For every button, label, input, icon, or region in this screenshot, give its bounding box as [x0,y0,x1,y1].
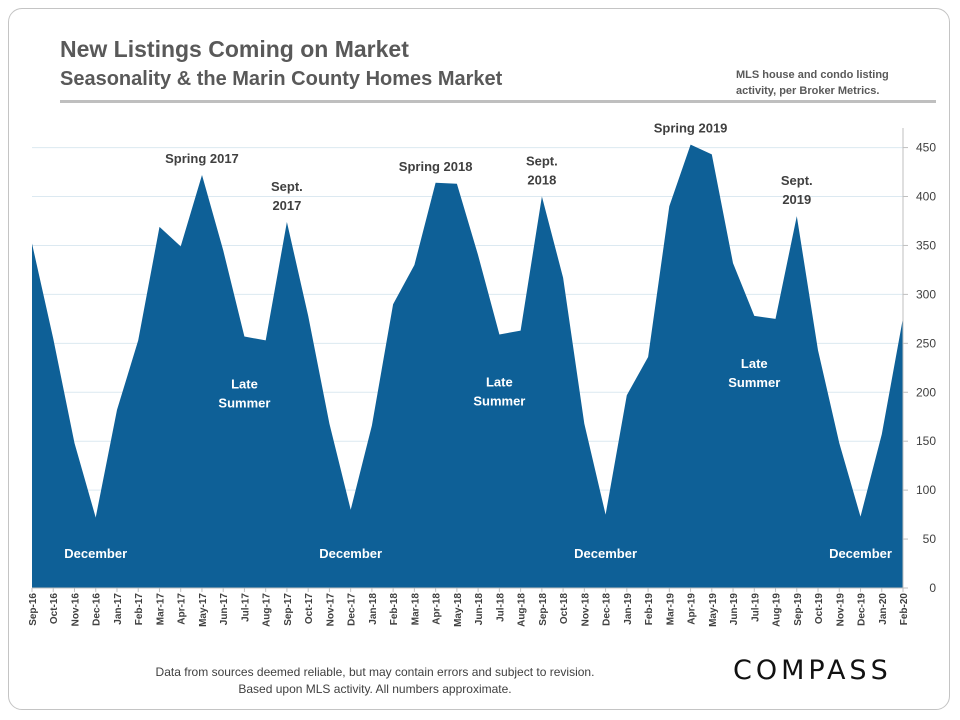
x-tick-label: Aug-19 [772,593,783,627]
annotation-label: Sept. 2018 [526,154,558,188]
x-tick-label: Apr-18 [432,593,443,625]
x-tick-label: May-19 [708,593,719,627]
x-tick-label: Aug-17 [262,593,273,627]
x-tick-label: Jan-17 [113,593,124,625]
x-tick-label: Sep-17 [283,593,294,626]
y-tick-label: 350 [916,238,936,252]
y-tick-label: 150 [916,434,936,448]
x-tick-label: Jan-18 [368,593,379,625]
x-tick-label: May-18 [453,593,464,627]
x-tick-label: Nov-19 [835,593,846,627]
x-tick-label: Dec-19 [857,593,868,626]
x-tick-label: Dec-16 [92,593,103,626]
y-tick-label: 200 [916,385,936,399]
x-tick-label: Aug-18 [517,593,528,627]
annotation-label: Late Summer [473,375,525,409]
x-tick-label: Nov-16 [70,593,81,627]
compass-logo: COMPASS [733,655,892,686]
listings-area [32,144,903,588]
x-tick-label: Oct-16 [49,593,60,625]
title-divider [60,100,936,103]
annotation-label: December [319,546,382,561]
x-tick-label: Mar-17 [155,593,166,626]
x-tick-label: Nov-18 [580,593,591,627]
disclaimer-line-1: Data from sources deemed reliable, but m… [155,665,595,679]
annotation-label: Spring 2017 [165,151,239,166]
x-tick-label: Mar-19 [665,593,676,626]
x-tick-label: Dec-17 [347,593,358,626]
x-tick-label: Oct-18 [559,593,570,625]
y-tick-label: 450 [916,141,936,155]
y-tick-label: 50 [923,532,937,546]
x-tick-label: Sep-16 [28,593,39,626]
x-tick-label: Oct-17 [304,593,315,625]
x-tick-label: Jul-19 [750,593,761,622]
annotation-label: Late Summer [218,376,270,410]
x-tick-label: Oct-19 [814,593,825,625]
x-tick-label: Jan-19 [623,593,634,625]
annotation-label: Spring 2019 [654,121,728,136]
annotation-label: Sept. 2017 [271,179,303,213]
y-tick-label: 100 [916,483,936,497]
chart-subtitle: Seasonality & the Marin County Homes Mar… [60,68,503,90]
y-tick-label: 400 [916,190,936,204]
annotation-label: Sept. 2019 [781,173,813,207]
x-tick-label: Jul-18 [495,593,506,622]
y-tick-label: 250 [916,336,936,350]
x-tick-label: May-17 [198,593,209,627]
x-tick-label: Feb-20 [899,593,910,626]
annotation-label: December [829,546,892,561]
annotation-label: December [64,546,127,561]
annotation-label: Spring 2018 [399,159,473,174]
annotation-label: December [574,546,637,561]
x-tick-label: Apr-19 [687,593,698,625]
x-tick-label: Sep-18 [538,593,549,626]
x-tick-label: Nov-17 [325,593,336,627]
x-tick-label: Mar-18 [410,593,421,626]
source-note: MLS house and condo listing activity, pe… [736,69,889,97]
x-tick-label: Feb-18 [389,593,400,626]
x-tick-label: Sep-19 [793,593,804,626]
y-tick-label: 300 [916,287,936,301]
chart-title: New Listings Coming on Market [60,36,409,62]
x-tick-label: Jan-20 [878,593,889,625]
x-tick-label: Jun-17 [219,593,230,626]
annotation-label: Late Summer [728,356,780,390]
x-tick-label: Jul-17 [240,593,251,622]
x-tick-label: Jun-19 [729,593,740,626]
x-tick-label: Feb-19 [644,593,655,626]
x-tick-label: Apr-17 [177,593,188,625]
disclaimer: Data from sources deemed reliable, but m… [120,664,630,698]
x-tick-label: Dec-18 [602,593,613,626]
y-tick-label: 0 [929,581,936,595]
x-tick-label: Feb-17 [134,593,145,626]
disclaimer-line-2: Based upon MLS activity. All numbers app… [238,682,512,696]
x-tick-label: Jun-18 [474,593,485,626]
